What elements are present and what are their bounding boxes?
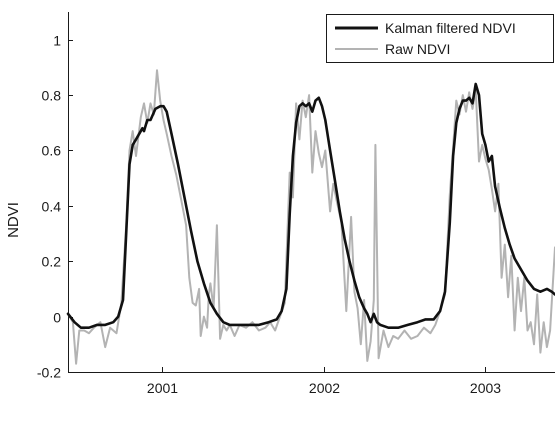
y-tick-label: 1 xyxy=(53,33,61,49)
y-tick-label: 0 xyxy=(53,310,61,326)
series-layer xyxy=(66,69,555,365)
y-tick-label: 0.6 xyxy=(42,143,62,159)
y-axis-label: NDVI xyxy=(5,202,22,238)
plot-area: -0.2 0 0.2 0.4 0.6 0.8 1 2001 2002 2003 xyxy=(37,12,555,396)
legend-label-kalman-filtered-ndvi: Kalman filtered NDVI xyxy=(385,20,516,36)
y-tick-label: 0.4 xyxy=(42,199,62,215)
series-line-kalman-filtered-ndvi xyxy=(66,82,555,329)
x-tick-label: 2002 xyxy=(309,380,340,396)
x-ticks: 2001 2002 2003 xyxy=(147,367,501,396)
legend-box xyxy=(326,14,554,63)
legend: Kalman filtered NDVI Raw NDVI xyxy=(326,14,554,63)
x-tick-label: 2003 xyxy=(470,380,501,396)
y-tick-label: 0.2 xyxy=(42,254,62,270)
y-ticks: -0.2 0 0.2 0.4 0.6 0.8 1 xyxy=(37,33,73,381)
legend-label-raw-ndvi: Raw NDVI xyxy=(385,41,450,57)
y-tick-label: -0.2 xyxy=(37,365,61,381)
x-tick-label: 2001 xyxy=(147,380,178,396)
y-tick-label: 0.8 xyxy=(42,88,62,104)
series-line-raw-ndvi xyxy=(67,69,555,365)
